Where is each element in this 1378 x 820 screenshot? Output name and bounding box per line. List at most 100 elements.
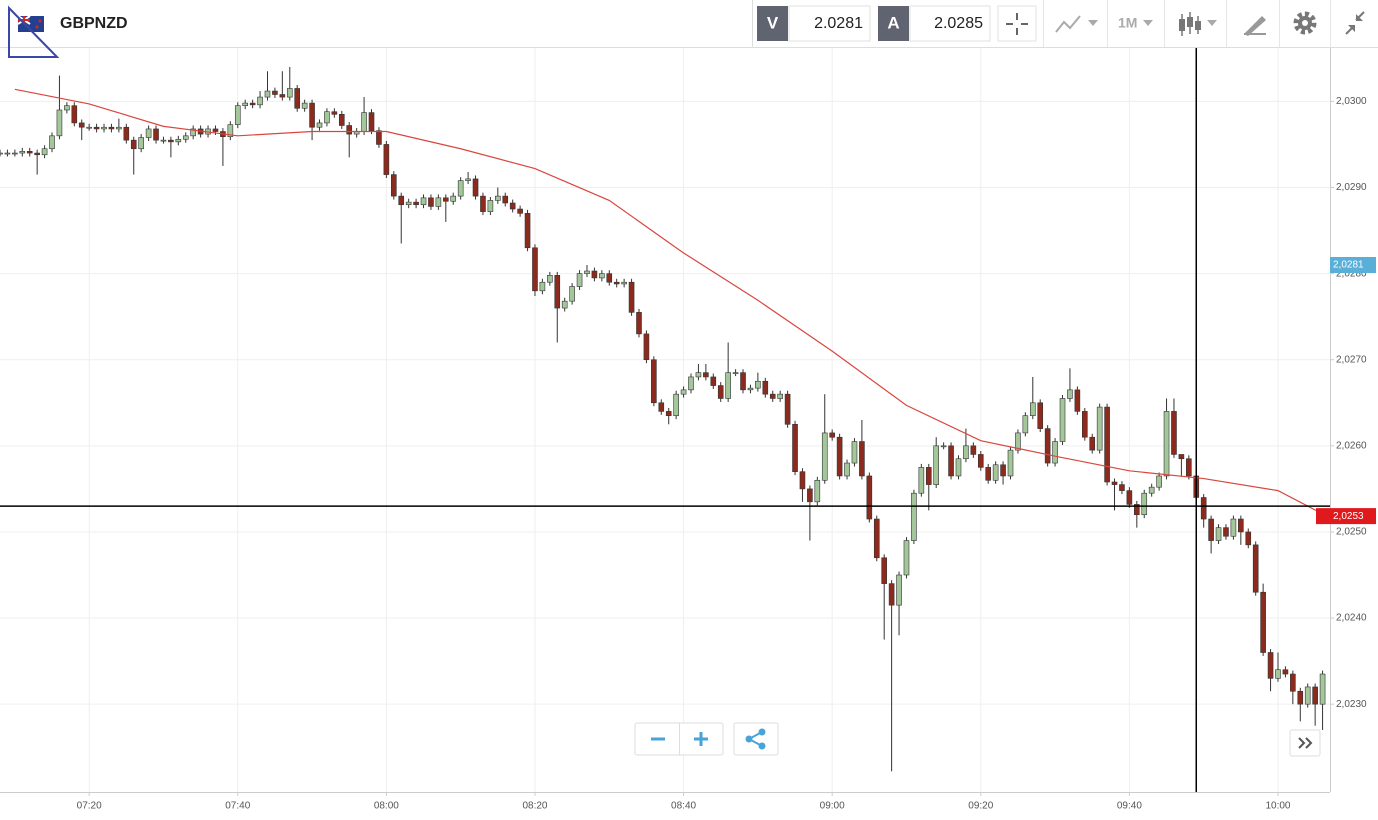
- candle-body: [19, 151, 26, 154]
- candle-body: [450, 195, 457, 202]
- candle-body: [108, 126, 115, 130]
- candle-body: [606, 273, 613, 283]
- candle-body: [428, 197, 434, 207]
- candle-body: [792, 424, 798, 472]
- candle-body: [130, 139, 137, 150]
- candle-body: [495, 195, 501, 201]
- candle-body: [1252, 544, 1259, 593]
- candle-body: [1319, 673, 1326, 705]
- candle-body: [1082, 411, 1088, 438]
- bid-box: [757, 6, 788, 41]
- candle-body: [1067, 389, 1073, 399]
- candle-body: [517, 208, 523, 214]
- candle-body: [1163, 411, 1170, 477]
- candle-body: [896, 574, 902, 606]
- candle-body: [227, 124, 234, 137]
- candle-body: [584, 270, 590, 274]
- candle-body: [78, 122, 85, 128]
- candle-body: [1044, 428, 1051, 464]
- candle-body: [1022, 415, 1029, 434]
- plot: [0, 48, 1330, 792]
- candle-body: [1297, 690, 1304, 705]
- candle-body: [918, 467, 925, 494]
- candle-body: [1089, 436, 1096, 451]
- candle-body: [101, 126, 107, 130]
- crosshair-button[interactable]: [997, 5, 1037, 42]
- candle-body: [1029, 402, 1036, 416]
- x-tick-label: 08:20: [522, 801, 547, 812]
- candle-body: [376, 130, 382, 145]
- candle-body: [420, 197, 427, 206]
- candle-body: [1230, 518, 1237, 537]
- candle-body: [1037, 402, 1044, 429]
- y-tick-label: 2,0240: [1336, 613, 1367, 624]
- collapse-button[interactable]: [1345, 11, 1365, 35]
- candle-body: [49, 135, 55, 150]
- share-button[interactable]: [733, 722, 779, 756]
- candle-body: [1059, 398, 1066, 442]
- candle-body: [821, 432, 828, 481]
- candle-style-button[interactable]: [1179, 12, 1217, 36]
- candle-body: [1238, 518, 1244, 533]
- candle-body: [1119, 484, 1125, 491]
- candle-body: [613, 281, 620, 285]
- draw-tool-button[interactable]: [1244, 16, 1266, 36]
- candle-body: [784, 393, 791, 425]
- zoom-in-button[interactable]: [694, 732, 708, 746]
- candle-body: [561, 300, 568, 309]
- x-tick-label: 09:20: [968, 801, 993, 812]
- x-tick-label: 07:40: [225, 801, 250, 812]
- candle-body: [688, 376, 694, 391]
- candle-body: [703, 372, 709, 378]
- candle-body: [911, 492, 917, 541]
- candle-body: [331, 111, 338, 115]
- bid-price-label: 2,0281: [1333, 260, 1364, 271]
- candle-body: [532, 247, 538, 292]
- bid-value: 2.0281: [814, 15, 863, 32]
- candle-body: [168, 139, 174, 143]
- candle-body: [1148, 486, 1155, 494]
- candle-body: [844, 462, 850, 477]
- candle-body: [940, 445, 947, 448]
- ask-label: A: [887, 13, 899, 32]
- chart-type-button[interactable]: [1055, 15, 1098, 33]
- ask-value: 2.0285: [934, 15, 983, 32]
- candle-body: [829, 432, 835, 438]
- y-tick-label: 2,0290: [1336, 182, 1367, 193]
- ask-value-box: [909, 5, 991, 42]
- candle-body: [643, 333, 650, 361]
- candle-body: [1074, 389, 1081, 412]
- candle-body: [93, 126, 100, 130]
- candle-body: [175, 138, 182, 143]
- candle-body: [651, 359, 657, 404]
- candle-body: [502, 195, 509, 204]
- candle-body: [1015, 432, 1021, 451]
- candle-body: [86, 126, 92, 129]
- candle-body: [1260, 591, 1266, 653]
- candle-body: [569, 286, 575, 302]
- candle-body: [628, 281, 635, 313]
- candle-body: [1156, 475, 1162, 488]
- candle-body: [1104, 406, 1110, 483]
- settings-button[interactable]: [1293, 11, 1317, 35]
- candle-body: [673, 393, 679, 416]
- candle-body: [755, 380, 761, 389]
- candle-body: [710, 376, 717, 386]
- timeframe-button[interactable]: 1M: [1118, 15, 1153, 31]
- candle-body: [1134, 504, 1140, 516]
- candle-body: [955, 458, 962, 477]
- candle-body: [457, 180, 464, 197]
- bid-label: V: [767, 13, 779, 32]
- candle-body: [925, 467, 932, 485]
- candle-body: [509, 202, 516, 210]
- bid-value-box: [788, 5, 871, 42]
- candle-body: [851, 441, 858, 464]
- price-panel: V 2.0281 A 2.0285: [752, 0, 991, 47]
- scroll-end-button[interactable]: [1289, 729, 1321, 757]
- candle-body: [599, 273, 605, 279]
- candle-body: [903, 540, 910, 576]
- y-tick-label: 2,0280: [1336, 268, 1367, 279]
- candle-body: [41, 148, 48, 156]
- y-tick-label: 2,0230: [1336, 699, 1367, 710]
- candle-body: [859, 441, 865, 477]
